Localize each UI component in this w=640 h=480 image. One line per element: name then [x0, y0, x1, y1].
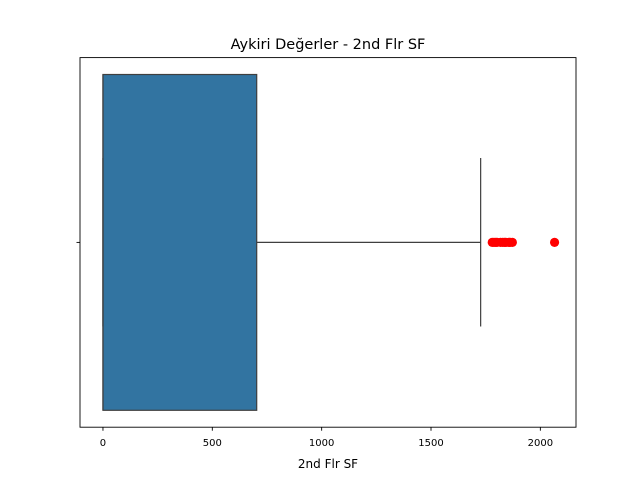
outlier-point [507, 237, 517, 247]
x-tick-label: 1000 [309, 438, 334, 449]
outlier-point [549, 237, 560, 247]
x-axis-label: 2nd Flr SF [298, 457, 358, 471]
x-tick-label: 0 [100, 438, 106, 449]
chart-title: Aykiri Değerler - 2nd Flr SF [231, 37, 426, 53]
x-tick-label: 500 [203, 438, 222, 449]
plot-area [102, 73, 560, 411]
box-iqr [102, 73, 258, 411]
x-tick-label: 1500 [418, 438, 443, 449]
x-axis: 0 500 1000 1500 2000 [100, 427, 553, 449]
x-tick-label: 2000 [528, 438, 553, 449]
